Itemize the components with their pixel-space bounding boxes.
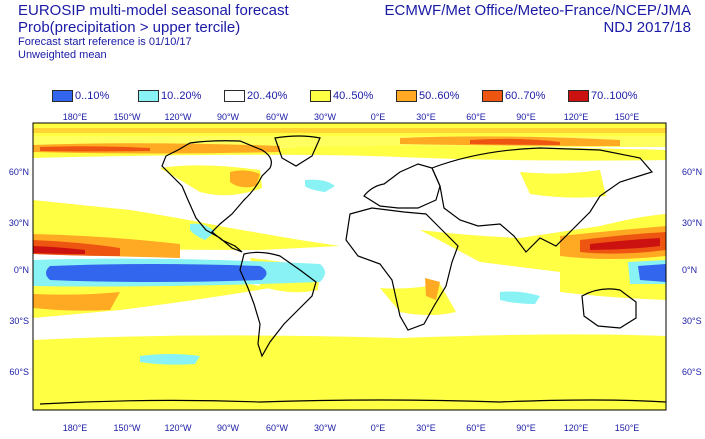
top-longitude-labels: 180°E 150°W 120°W 90°W 60°W 30°W 0°E 30°E 60°E 90… <box>63 112 640 122</box>
forecast-start-reference: Forecast start reference is 01/10/17 <box>18 36 192 48</box>
coastlines <box>39 135 666 405</box>
bottom-longitude-labels: 180°E 150°W 120°W 90°W 60°W 30°W 0°E 30°E 60°E 90… <box>63 423 640 433</box>
legend-swatch <box>482 90 503 102</box>
legend-swatch <box>138 90 159 102</box>
longitude-label: 120°E <box>564 423 589 433</box>
longitude-label: 30°W <box>314 112 337 122</box>
longitude-label: 0°E <box>371 112 386 122</box>
longitude-label: 60°E <box>466 112 486 122</box>
longitude-label: 30°W <box>314 423 337 433</box>
longitude-label: 90°E <box>516 112 536 122</box>
longitude-label: 120°W <box>164 423 192 433</box>
legend-swatch <box>568 90 589 102</box>
legend-label: 50..60% <box>419 90 460 102</box>
legend-label: 0..10% <box>75 90 110 102</box>
left-latitude-labels: 60°N 30°N 0°N 30°S 60°S <box>9 167 29 377</box>
legend-label: 60..70% <box>505 90 546 102</box>
longitude-label: 90°E <box>516 423 536 433</box>
longitude-label: 120°E <box>564 112 589 122</box>
longitude-label: 150°E <box>615 423 640 433</box>
longitude-label: 30°E <box>416 423 436 433</box>
probability-field <box>33 123 666 410</box>
longitude-label: 90°W <box>217 423 240 433</box>
legend-label: 40..50% <box>333 90 374 102</box>
legend-item: 10..20% <box>138 89 201 103</box>
latitude-label: 60°N <box>682 167 702 177</box>
longitude-label: 90°W <box>217 112 240 122</box>
map-frame <box>32 122 667 411</box>
legend-item: 60..70% <box>482 89 545 103</box>
latitude-label: 30°N <box>682 218 702 228</box>
legend-swatch <box>224 90 245 102</box>
right-latitude-labels: 60°N 30°N 0°N 30°S 60°S <box>682 167 702 377</box>
legend-label: 20..40% <box>247 90 288 102</box>
latitude-label: 60°S <box>682 367 702 377</box>
longitude-label: 180°E <box>63 112 88 122</box>
header-left: EUROSIP multi-model seasonal forecast Pr… <box>18 2 289 62</box>
latitude-label: 60°S <box>9 367 29 377</box>
longitude-label: 60°W <box>266 423 289 433</box>
longitude-label: 150°E <box>615 112 640 122</box>
longitude-label: 180°E <box>63 423 88 433</box>
legend-item: 40..50% <box>310 89 373 103</box>
legend-item: 20..40% <box>224 89 287 103</box>
page-subtitle: Prob(precipitation > upper tercile) <box>18 19 241 36</box>
weighting-note: Unweighted mean <box>18 49 107 61</box>
legend-label: 10..20% <box>161 90 202 102</box>
legend-swatch <box>52 90 73 102</box>
latitude-label: 0°N <box>682 265 697 275</box>
longitude-label: 120°W <box>164 112 192 122</box>
latitude-label: 30°S <box>9 316 29 326</box>
longitude-label: 60°E <box>466 423 486 433</box>
longitude-label: 150°W <box>113 112 141 122</box>
page-title: EUROSIP multi-model seasonal forecast <box>18 2 289 19</box>
legend-swatch <box>396 90 417 102</box>
latitude-label: 30°S <box>682 316 702 326</box>
precipitation-probability-map: 180°E 150°W 120°W 90°W 60°W 30°W 0°E 30°E 60°E 90… <box>9 112 702 433</box>
band-70-100 <box>33 238 660 254</box>
header-right: ECMWF/Met Office/Meteo-France/NCEP/JMA N… <box>385 2 691 36</box>
season-label: NDJ 2017/18 <box>603 19 691 36</box>
agencies-label: ECMWF/Met Office/Meteo-France/NCEP/JMA <box>384 2 691 19</box>
legend-item: 70..100% <box>568 89 637 103</box>
latitude-label: 30°N <box>9 218 29 228</box>
legend-swatch <box>310 90 331 102</box>
legend-item: 50..60% <box>396 89 459 103</box>
legend-item: 0..10% <box>52 89 109 103</box>
longitude-label: 60°W <box>266 112 289 122</box>
latitude-label: 60°N <box>9 167 29 177</box>
legend-label: 70..100% <box>591 90 638 102</box>
longitude-label: 150°W <box>113 423 141 433</box>
band-0-10 <box>46 264 666 282</box>
latitude-label: 0°N <box>14 265 29 275</box>
longitude-label: 30°E <box>416 112 436 122</box>
longitude-label: 0°E <box>371 423 386 433</box>
